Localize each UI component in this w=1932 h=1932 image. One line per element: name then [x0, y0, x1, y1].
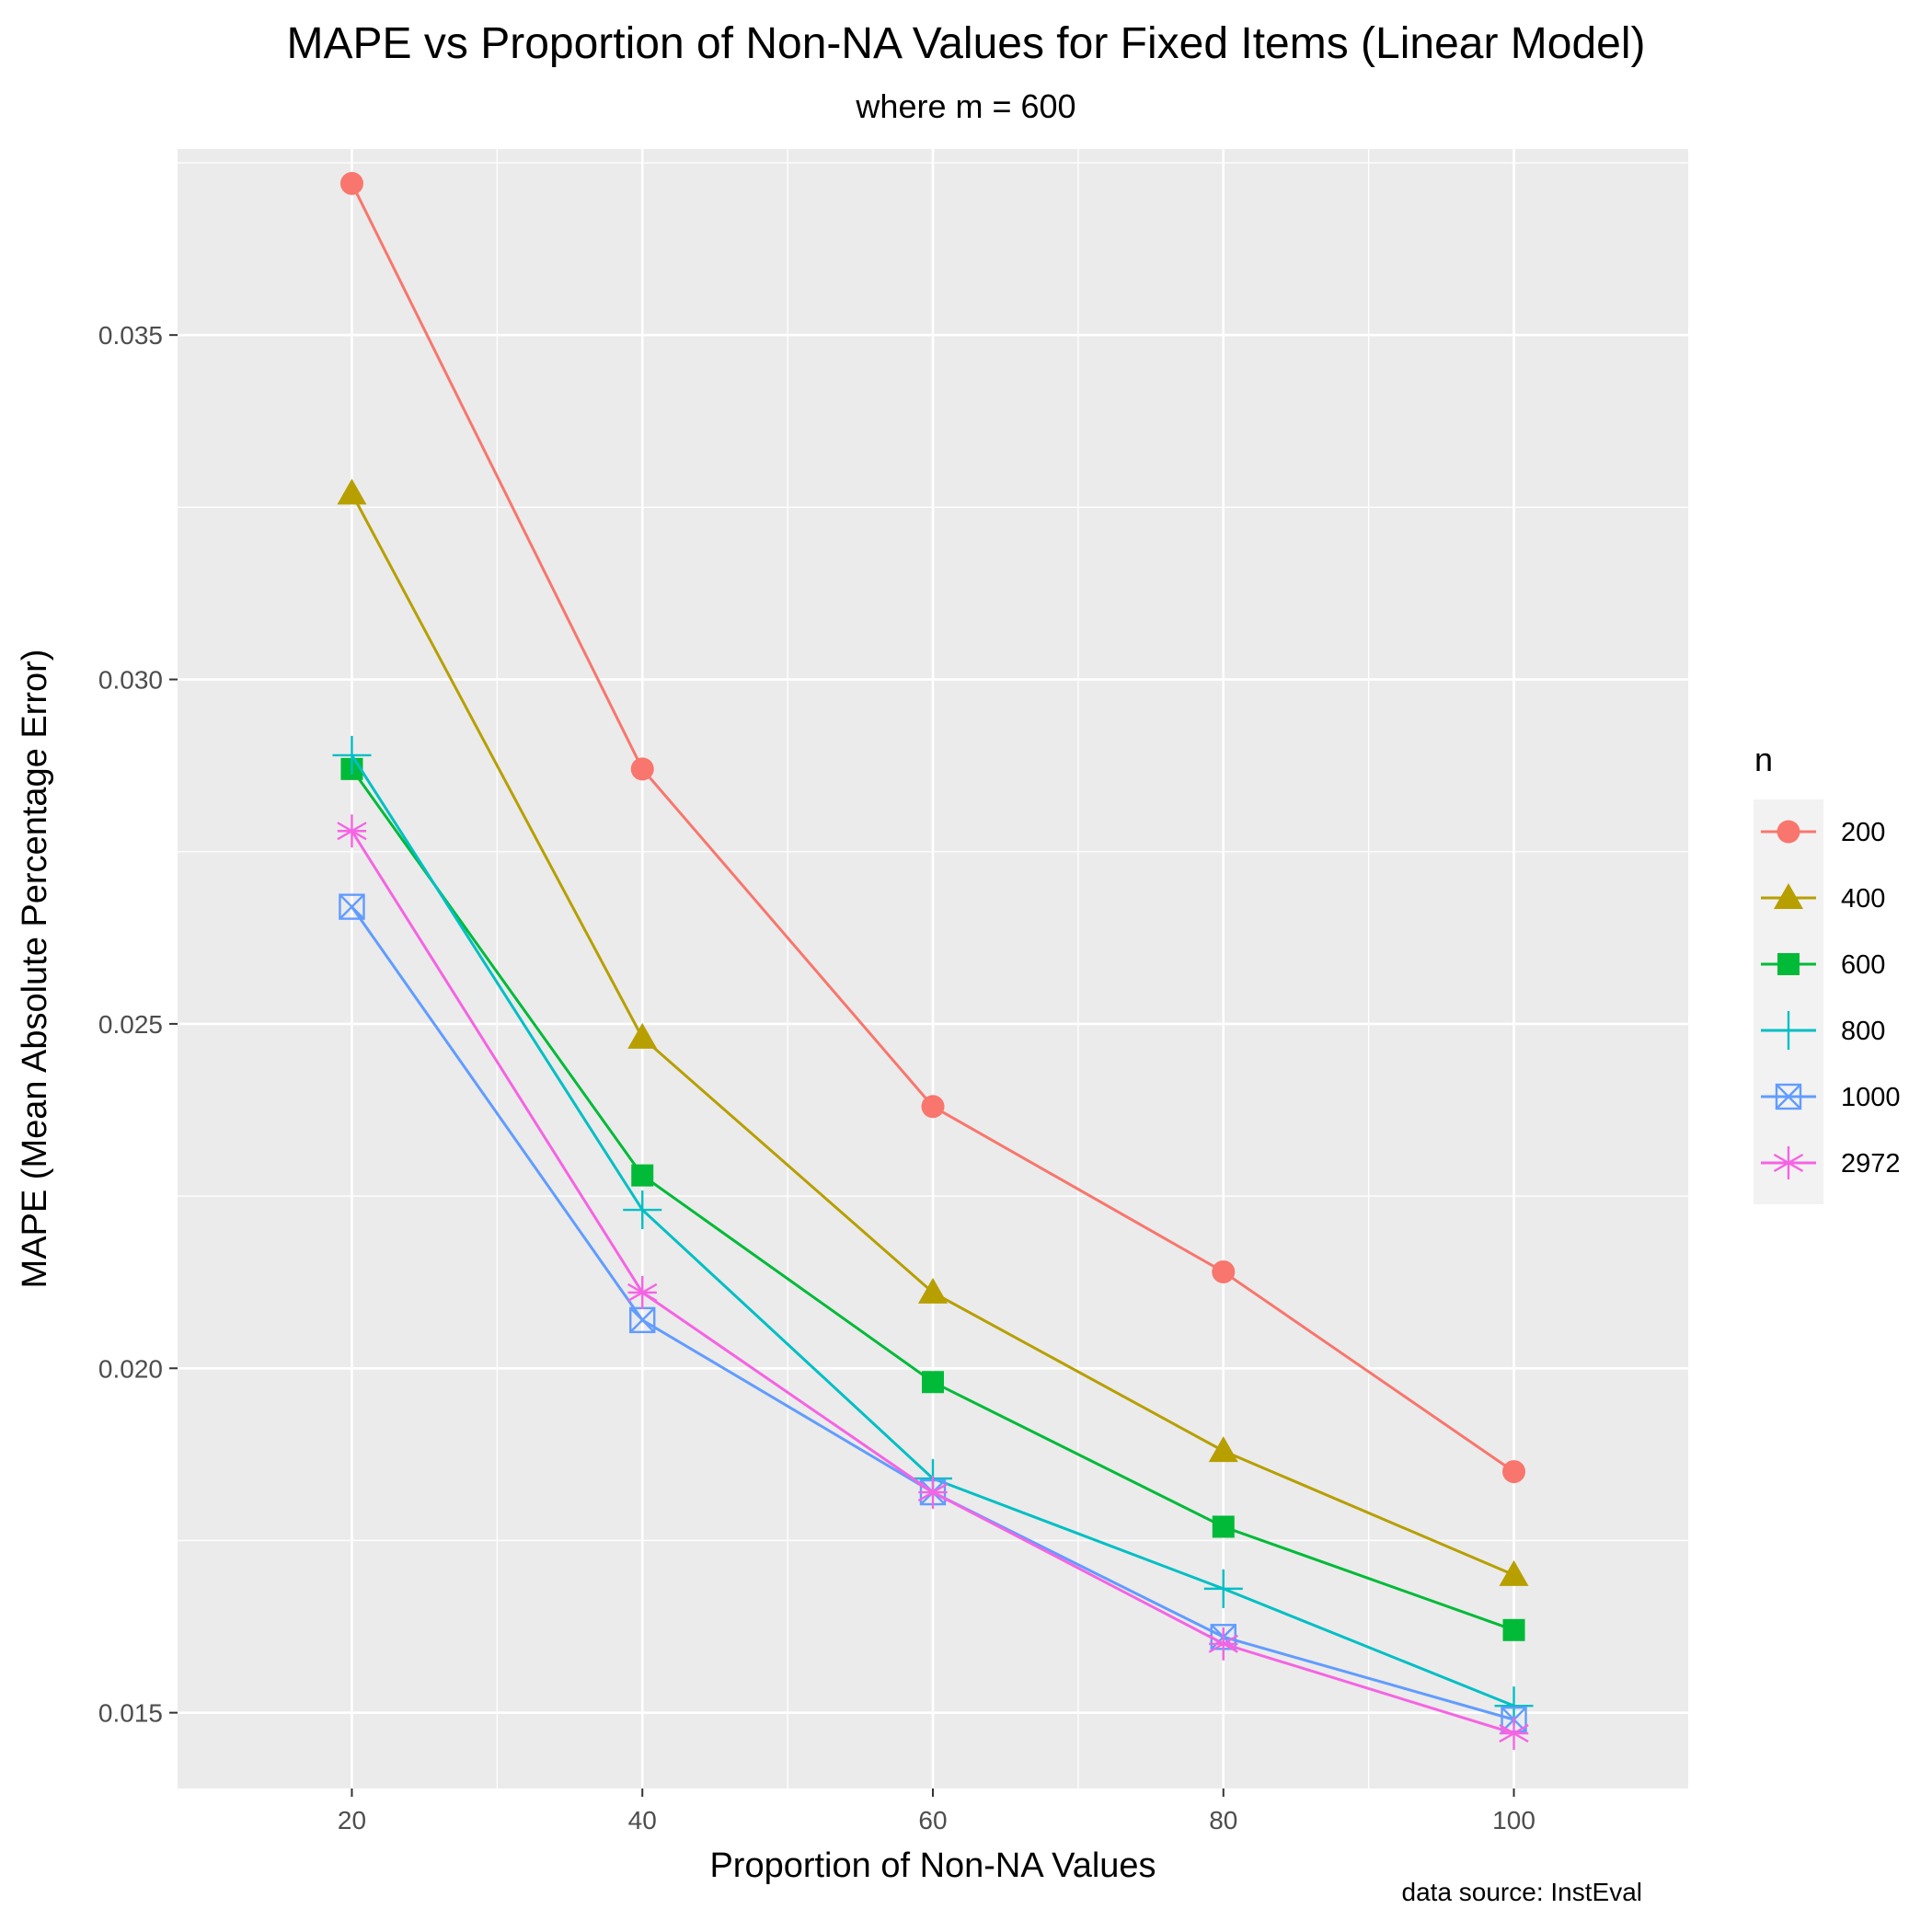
series-200-point	[630, 757, 654, 781]
y-tick-label: 0.015	[98, 1699, 163, 1728]
y-tick-label: 0.020	[98, 1354, 163, 1383]
series-200-point	[339, 171, 363, 195]
x-tick-label: 40	[628, 1806, 657, 1834]
legend-item-400: 400	[1761, 883, 1885, 914]
series-2972-point	[1208, 1627, 1238, 1661]
x-axis-title: Proportion of Non-NA Values	[709, 1846, 1156, 1885]
legend-item-1000: 1000	[1761, 1083, 1901, 1112]
legend-key-marker	[1773, 1146, 1804, 1179]
series-400	[337, 478, 1529, 1586]
chart-title: MAPE vs Proportion of Non-NA Values for …	[286, 19, 1646, 68]
series-200	[339, 171, 1526, 1484]
series-200-point	[1502, 1460, 1526, 1484]
series-800-point	[1203, 1569, 1243, 1608]
legend-title: n	[1754, 741, 1773, 778]
y-tick-label: 0.030	[98, 666, 163, 695]
chart-caption: data source: InstEval	[1401, 1878, 1642, 1906]
series-2972-point	[627, 1275, 658, 1309]
legend-key-marker	[1777, 820, 1800, 844]
legend-item-200: 200	[1761, 818, 1885, 847]
series-200-point	[1212, 1259, 1236, 1283]
legend-label: 400	[1841, 884, 1885, 914]
series-200-point	[921, 1095, 945, 1119]
series-400-point	[1499, 1559, 1529, 1586]
x-tick-label: 60	[918, 1806, 947, 1834]
series-1000-point	[339, 893, 365, 920]
x-tick-label: 100	[1492, 1806, 1535, 1834]
series-600-point	[631, 1164, 654, 1187]
legend-label: 200	[1841, 818, 1885, 847]
y-tick-label: 0.025	[98, 1010, 163, 1039]
series-600-point	[1212, 1515, 1235, 1538]
legend-item-600: 600	[1761, 950, 1885, 980]
legend-key-marker	[1775, 1083, 1802, 1110]
major-grid	[178, 149, 1688, 1788]
series-400-point	[918, 1277, 948, 1304]
series-2972-point	[337, 814, 367, 848]
series-600-point	[922, 1371, 944, 1394]
series-400-point	[627, 1022, 658, 1049]
legend-label: 600	[1841, 950, 1885, 980]
series-400-point	[337, 478, 367, 505]
y-tick-label: 0.035	[98, 321, 163, 350]
legend-item-800: 800	[1761, 1011, 1885, 1050]
x-tick-label: 20	[338, 1806, 366, 1834]
legend-label: 800	[1841, 1017, 1885, 1046]
series-2972-point	[1499, 1717, 1529, 1751]
legend-label: 1000	[1841, 1083, 1901, 1112]
series-800-point	[623, 1190, 662, 1230]
series-800-point	[332, 735, 372, 775]
series-600	[340, 757, 1525, 1641]
axes: 20 40 60 80 100 0.015 0.020 0.025 0.030 0.035	[98, 321, 1535, 1834]
series-2972-point	[917, 1476, 949, 1510]
legend-item-2972: 2972	[1761, 1146, 1901, 1179]
series-layer	[332, 171, 1534, 1751]
series-2972	[337, 814, 1529, 1751]
legend-key-panel	[1754, 799, 1823, 1204]
series-400-point	[1208, 1436, 1238, 1463]
y-axis-title: MAPE (Mean Absolute Percentage Error)	[16, 650, 54, 1289]
legend-key-marker	[1774, 883, 1803, 909]
x-tick-label: 80	[1209, 1806, 1237, 1834]
legend-key-marker	[1769, 1011, 1808, 1050]
legend: n 200 400 600 800 1000 2972	[1754, 741, 1901, 1204]
chart-subtitle: where m = 600	[856, 87, 1076, 125]
legend-label: 2972	[1841, 1149, 1901, 1179]
legend-key-marker	[1777, 953, 1800, 975]
series-600-point	[1502, 1618, 1525, 1641]
